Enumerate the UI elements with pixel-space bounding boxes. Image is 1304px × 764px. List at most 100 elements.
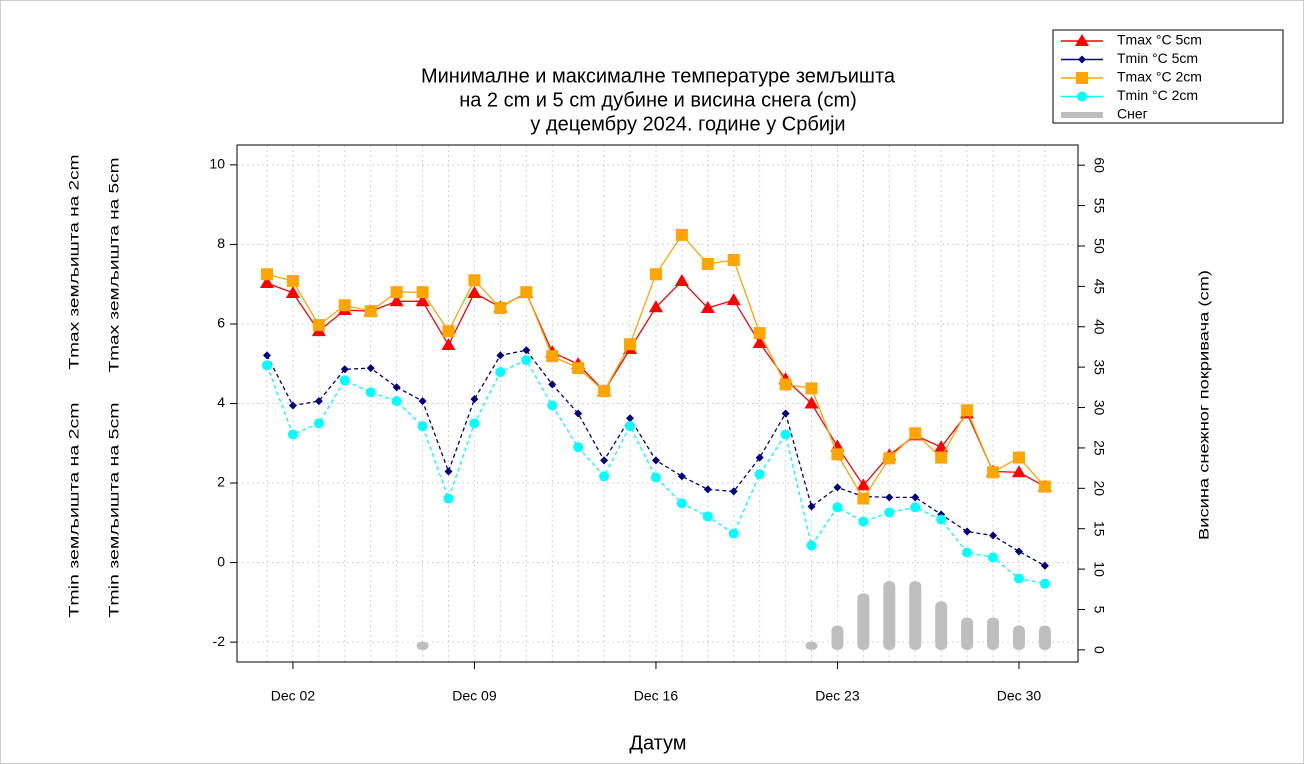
legend-label: Tmin °C 2cm [1117, 87, 1198, 103]
y2-tick-label: 5 [1091, 606, 1107, 614]
y2-tick-label: 20 [1091, 481, 1107, 497]
snow-bar [909, 581, 922, 650]
marker [832, 502, 843, 513]
marker [443, 493, 454, 504]
marker [314, 397, 323, 406]
marker [469, 418, 480, 429]
marker [989, 531, 998, 540]
marker [547, 400, 558, 411]
y-tick-label: 10 [209, 156, 225, 172]
marker [885, 493, 894, 502]
marker [677, 472, 686, 481]
marker [442, 325, 455, 338]
y2-tick-label: 30 [1091, 400, 1107, 416]
marker [806, 540, 817, 551]
y-axis-label: Tmax земљишта на 5cm [106, 158, 122, 373]
snow-bar [1038, 625, 1051, 650]
marker [261, 268, 273, 281]
marker [340, 365, 349, 374]
marker [1078, 55, 1086, 64]
marker [1012, 451, 1025, 464]
marker [701, 257, 714, 270]
marker [364, 305, 377, 318]
marker [649, 268, 662, 281]
marker [675, 228, 688, 241]
legend-label: Снег [1117, 106, 1148, 122]
marker [963, 527, 972, 536]
marker [625, 421, 636, 432]
marker [910, 502, 921, 513]
marker [1011, 465, 1026, 478]
marker [287, 429, 298, 440]
y2-tick-label: 45 [1091, 279, 1107, 295]
marker [520, 286, 533, 299]
y2-tick-label: 15 [1091, 521, 1107, 537]
marker [752, 336, 767, 349]
marker [313, 418, 324, 429]
snow-bar [883, 581, 896, 650]
y-tick-label: 4 [217, 394, 225, 410]
legend: Tmax °C 5cm Tmin °C 5cm Tmax °C 2cm Tmin °C… [1052, 29, 1284, 124]
y-axis-label: Tmax земљишта на 2cm [66, 155, 82, 370]
marker [728, 528, 739, 539]
marker [392, 383, 401, 392]
marker [262, 360, 272, 371]
legend-label: Tmax °C 2cm [1117, 69, 1202, 85]
snow-bar [935, 601, 948, 650]
marker [648, 300, 663, 313]
marker [572, 362, 585, 375]
chart-title: Минималне и максималне температуре земљи… [421, 65, 896, 87]
marker [935, 451, 948, 464]
marker [598, 385, 611, 398]
snow-bar [1012, 625, 1025, 650]
y-tick-label: 2 [217, 474, 225, 490]
marker [338, 299, 351, 312]
marker [390, 286, 403, 299]
marker [650, 472, 661, 483]
y-tick-label: 6 [217, 315, 225, 331]
marker [779, 378, 792, 391]
legend-box [1052, 29, 1284, 124]
marker [263, 351, 271, 360]
marker [389, 294, 404, 307]
marker [441, 338, 456, 351]
y-axis-label: Tmin земљишта на 5cm [106, 403, 122, 618]
marker [858, 516, 869, 527]
marker [1014, 547, 1023, 556]
marker [883, 452, 896, 465]
marker [676, 498, 687, 509]
marker [494, 302, 507, 315]
snow-bar [987, 617, 1000, 650]
marker [260, 275, 274, 288]
marker [702, 511, 713, 522]
x-tick-label: Dec 09 [452, 688, 497, 704]
marker [600, 456, 609, 465]
marker [546, 350, 559, 363]
marker [467, 285, 482, 298]
marker [911, 493, 920, 502]
marker [988, 552, 999, 563]
marker [674, 274, 689, 287]
marker [624, 338, 637, 351]
x-tick-label: Dec 30 [997, 688, 1042, 704]
snow-bar [416, 641, 429, 650]
marker [726, 293, 741, 306]
marker [962, 547, 973, 558]
marker [495, 367, 506, 378]
marker [909, 427, 922, 440]
marker [418, 397, 427, 406]
marker [1077, 91, 1087, 102]
marker [417, 421, 428, 432]
marker [365, 387, 376, 398]
marker [700, 301, 715, 314]
marker [805, 382, 818, 395]
marker [781, 409, 790, 418]
marker [286, 275, 299, 288]
y-tick-label: -2 [213, 633, 226, 649]
y2-tick-label: 25 [1091, 440, 1107, 456]
y2-tick-label: 0 [1091, 646, 1107, 654]
marker [415, 294, 430, 307]
marker [753, 327, 766, 340]
marker [807, 502, 816, 511]
marker [727, 253, 740, 266]
